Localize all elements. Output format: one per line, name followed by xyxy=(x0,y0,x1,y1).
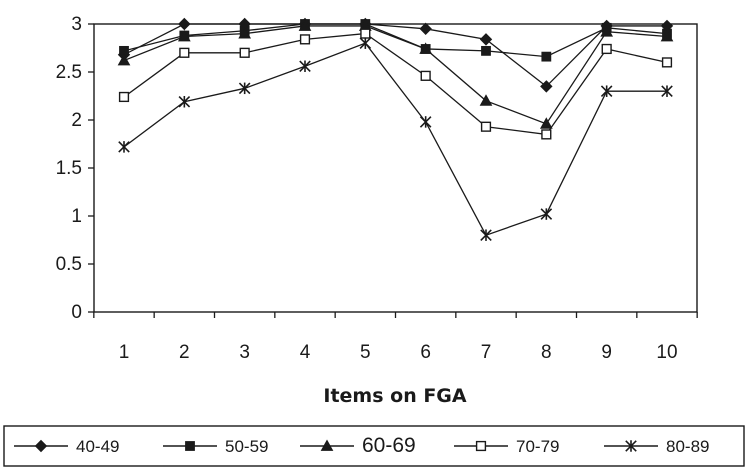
data-point xyxy=(541,51,552,62)
x-tick-label: 1 xyxy=(119,342,130,363)
y-tick-label: 2 xyxy=(71,110,82,131)
x-tick-label: 6 xyxy=(420,342,431,363)
x-tick-label: 9 xyxy=(601,342,612,363)
data-point xyxy=(661,85,673,97)
data-point xyxy=(541,129,552,140)
data-point xyxy=(118,141,130,153)
data-point xyxy=(660,29,674,42)
data-point xyxy=(480,121,492,132)
legend-item: 80-89 xyxy=(604,437,709,456)
legend-item: 60-69 xyxy=(300,434,416,457)
data-point xyxy=(480,229,492,241)
legend-marker xyxy=(185,441,195,451)
data-point xyxy=(481,45,491,56)
y-tick-label: 1 xyxy=(71,206,82,227)
x-tick-label: 3 xyxy=(239,342,250,363)
data-point xyxy=(419,22,432,36)
legend-label: 50-59 xyxy=(225,437,268,456)
data-point xyxy=(178,17,191,31)
legend-marker xyxy=(475,440,487,452)
data-point xyxy=(238,27,252,39)
series-line xyxy=(123,23,668,58)
legend-label: 60-69 xyxy=(362,434,416,457)
x-tick-label: 10 xyxy=(656,342,677,363)
data-point xyxy=(179,47,190,58)
series-line xyxy=(123,42,667,236)
data-point xyxy=(539,117,553,129)
data-point xyxy=(239,47,250,58)
data-point xyxy=(117,53,131,66)
data-point xyxy=(298,19,312,31)
data-point xyxy=(177,29,191,42)
data-point xyxy=(600,85,613,97)
x-tick-label: 4 xyxy=(300,342,311,363)
data-point xyxy=(299,60,311,73)
data-point xyxy=(420,70,431,81)
series-line xyxy=(123,23,667,88)
data-point xyxy=(419,42,433,54)
data-point xyxy=(600,25,614,37)
data-point xyxy=(661,57,673,68)
legend-label: 80-89 xyxy=(666,437,709,456)
x-axis-label: Items on FGA xyxy=(323,385,467,407)
x-tick-label: 7 xyxy=(481,342,492,363)
legend-marker xyxy=(625,440,637,452)
data-point xyxy=(178,95,191,108)
data-point xyxy=(419,116,432,128)
data-point xyxy=(359,37,372,49)
data-point xyxy=(238,82,251,95)
y-tick-label: 1.5 xyxy=(56,158,82,179)
data-point xyxy=(360,28,371,39)
y-tick-label: 0.5 xyxy=(56,254,82,275)
legend-item: 50-59 xyxy=(163,437,268,456)
x-tick-label: 2 xyxy=(179,342,190,363)
legend-label: 40-49 xyxy=(76,437,119,456)
series-layer xyxy=(117,17,674,241)
legend-item: 40-49 xyxy=(14,437,119,456)
legend-label: 70-79 xyxy=(516,437,559,456)
data-point xyxy=(540,80,553,93)
data-point xyxy=(479,94,493,106)
data-point xyxy=(540,208,553,220)
legend-marker xyxy=(320,439,334,451)
x-tick-label: 8 xyxy=(541,342,552,363)
series-line xyxy=(123,25,668,125)
y-tick-label: 3 xyxy=(71,14,82,35)
x-tick-label: 5 xyxy=(360,342,371,363)
y-axis: 0 0.5 1 1.5 2 2.5 3 xyxy=(56,14,94,323)
legend-item: 70-79 xyxy=(454,437,559,456)
plot-area xyxy=(93,23,698,313)
data-point xyxy=(479,33,493,46)
series-line xyxy=(123,32,668,136)
series-60-69 xyxy=(117,19,674,129)
y-tick-label: 2.5 xyxy=(56,62,82,83)
data-point xyxy=(299,34,311,45)
legend-marker xyxy=(34,439,48,453)
legend: 40-49 50-59 60-69 70-79 80-89 xyxy=(3,425,745,467)
data-point xyxy=(118,91,130,103)
data-point xyxy=(601,43,612,55)
x-axis: 1 2 3 4 5 6 7 8 9 10 xyxy=(93,312,698,363)
series-80-89 xyxy=(118,37,673,241)
y-tick-label: 0 xyxy=(71,302,82,323)
series-70-79 xyxy=(118,28,673,140)
